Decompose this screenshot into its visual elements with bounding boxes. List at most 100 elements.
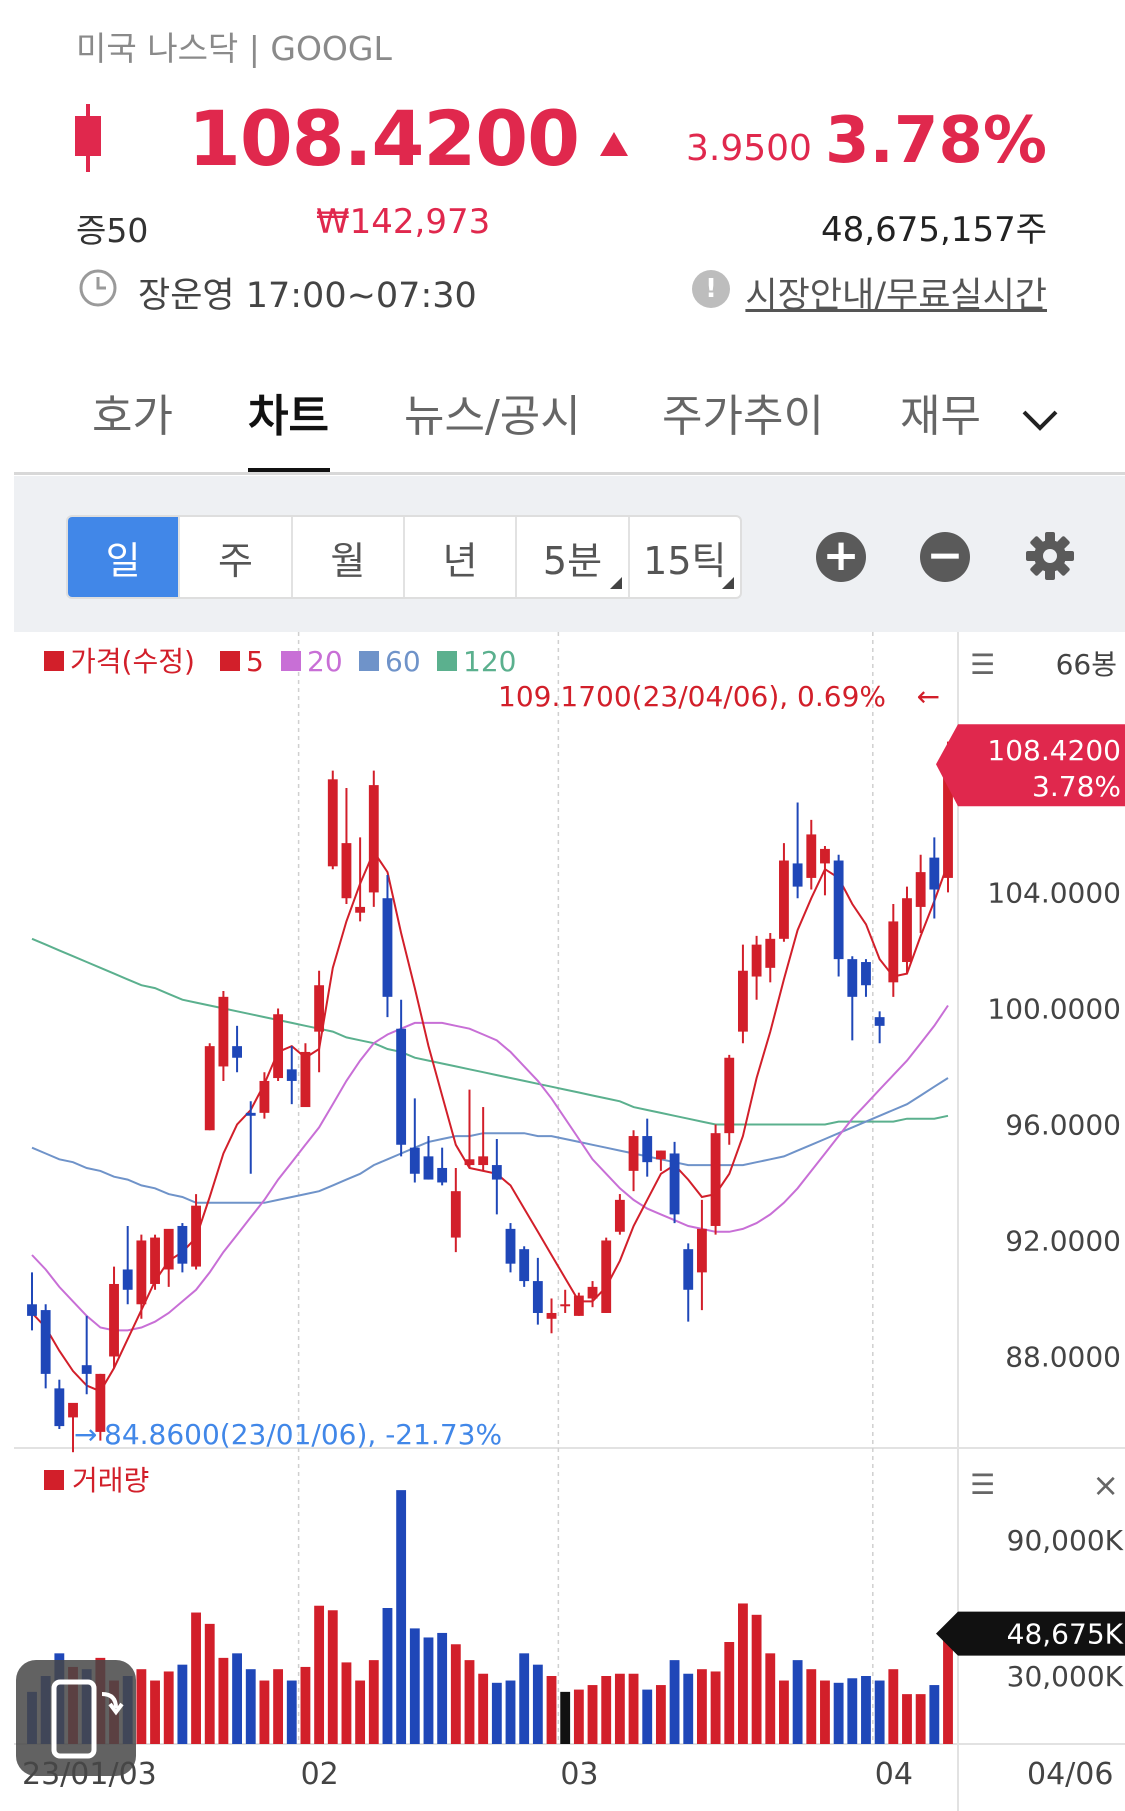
price-tick-label: 100.0000 [987, 992, 1121, 1025]
volume-bar [915, 1694, 926, 1744]
arrow-right-icon: → [74, 1418, 97, 1451]
candle-body [136, 1240, 147, 1305]
volume-bar [259, 1680, 270, 1744]
chevron-down-icon[interactable] [1020, 400, 1060, 440]
candle-body [669, 1153, 680, 1215]
candle-body [300, 1051, 311, 1108]
candle-body [81, 1365, 92, 1374]
active-tab-indicator [248, 468, 330, 474]
volume-bar [902, 1694, 912, 1744]
candle-body [218, 996, 229, 1067]
legend-swatch [359, 651, 379, 671]
volume-bar [218, 1657, 229, 1744]
period-15tick-button[interactable]: 15틱 [630, 517, 740, 597]
candle-icon [75, 104, 101, 172]
menu-icon: ☰ [970, 648, 995, 681]
candle-body [655, 1150, 666, 1160]
legend-label: 20 [307, 645, 343, 678]
x-axis-label: 03 [560, 1757, 598, 1792]
tab-price-trend[interactable]: 주가추이 [662, 391, 824, 442]
current-price-tag [936, 724, 1125, 807]
volume-bar [505, 1680, 516, 1744]
candle-body [259, 1080, 270, 1113]
volume-bar [888, 1669, 899, 1744]
volume-tick-label: 90,000K [1007, 1524, 1124, 1557]
current-volume-tag-value: 48,675K [1007, 1618, 1124, 1651]
candle-body [163, 1228, 174, 1270]
candle-body [915, 872, 926, 907]
candle-body [765, 938, 776, 968]
period-15tick-label: 15틱 [643, 538, 727, 583]
gear-icon[interactable] [1024, 530, 1076, 582]
candle-body [546, 1312, 557, 1319]
volume-bar [601, 1676, 612, 1744]
x-axis-label: 04 [875, 1757, 913, 1792]
candle-body [177, 1225, 188, 1264]
volume-bar [450, 1644, 461, 1744]
period-5min-button[interactable]: 5분 [517, 517, 630, 597]
zoom-out-button[interactable]: − [920, 532, 970, 582]
period-year-button[interactable]: 년 [405, 517, 518, 597]
candle-body [888, 921, 899, 983]
up-triangle-icon [600, 132, 628, 156]
volume-bar [150, 1680, 160, 1744]
tab-orderbook[interactable]: 호가 [92, 391, 173, 442]
zoom-in-button[interactable]: + [816, 532, 866, 582]
high-annotation: 109.1700(23/04/06), 0.69% [498, 680, 886, 713]
floating-app-button[interactable] [16, 1660, 136, 1776]
tab-chart[interactable]: 차트 [248, 391, 329, 442]
candle-body [491, 1165, 502, 1180]
price-tick-label: 104.0000 [987, 876, 1121, 909]
legend-swatch [220, 651, 240, 671]
tab-bar: 호가 차트 뉴스/공시 주가추이 재무 [0, 380, 1125, 472]
legend-swatch [44, 651, 64, 671]
volume-bar [614, 1673, 625, 1744]
volume-bar [655, 1685, 666, 1744]
volume-legend-swatch [44, 1470, 64, 1490]
clock-icon [79, 269, 117, 307]
period-week-button[interactable]: 주 [180, 517, 293, 597]
candle-body [519, 1249, 530, 1282]
candle-body [779, 860, 789, 939]
dropdown-corner-icon [609, 577, 622, 589]
volume-bar [683, 1673, 694, 1744]
candle-body [573, 1295, 584, 1316]
volume-bar [163, 1671, 174, 1744]
volume-bar [861, 1676, 871, 1744]
period-month-button[interactable]: 월 [293, 517, 405, 597]
candle-body [902, 898, 912, 963]
current-price-tag-value: 108.4200 [987, 734, 1121, 767]
volume-bar [765, 1653, 776, 1744]
volume-bar [245, 1669, 256, 1744]
market-info-link[interactable]: 시장안내/무료실시간 [745, 276, 1047, 316]
period-day-button[interactable]: 일 [68, 517, 181, 597]
volume-bar [437, 1632, 448, 1744]
dropdown-corner-icon [721, 577, 734, 589]
volume-bar [355, 1680, 366, 1744]
volume-bar [779, 1680, 789, 1744]
candle-body [68, 1402, 78, 1418]
price-change: 3.9500 [686, 128, 812, 169]
volume-bar [204, 1623, 215, 1744]
volume-bar [628, 1673, 639, 1744]
candle-body [368, 785, 379, 893]
volume-bar [546, 1676, 557, 1744]
candle-body [396, 1028, 407, 1145]
legend-label: 가격(수정) [70, 645, 195, 678]
ma20-line [31, 1004, 949, 1332]
candle-body [314, 985, 325, 1032]
candle-body [601, 1240, 612, 1313]
tab-news[interactable]: 뉴스/공시 [404, 391, 581, 442]
period-5min-label: 5분 [542, 538, 603, 583]
volume-bar [710, 1671, 721, 1744]
candle-body [642, 1136, 653, 1163]
volume-bar [738, 1603, 748, 1744]
tab-financials[interactable]: 재무 [900, 391, 981, 442]
candle-body [191, 1205, 201, 1267]
candlestick-chart[interactable]: 104.0000 100.0000 96.0000 92.0000 88.0000 가격(… [0, 632, 1125, 1811]
candle-body [929, 857, 940, 890]
volume-bar [833, 1682, 844, 1744]
volume-bar [314, 1605, 325, 1744]
volume-bar [177, 1664, 188, 1744]
candle-body [232, 1046, 242, 1058]
